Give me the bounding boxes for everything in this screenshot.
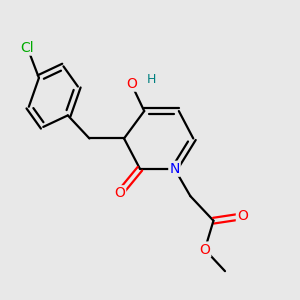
Text: O: O: [114, 186, 125, 200]
Text: O: O: [126, 77, 137, 91]
Text: O: O: [237, 209, 248, 223]
Text: O: O: [200, 242, 210, 256]
Text: H: H: [147, 73, 156, 86]
Text: N: N: [169, 162, 180, 176]
Text: Cl: Cl: [21, 40, 34, 55]
